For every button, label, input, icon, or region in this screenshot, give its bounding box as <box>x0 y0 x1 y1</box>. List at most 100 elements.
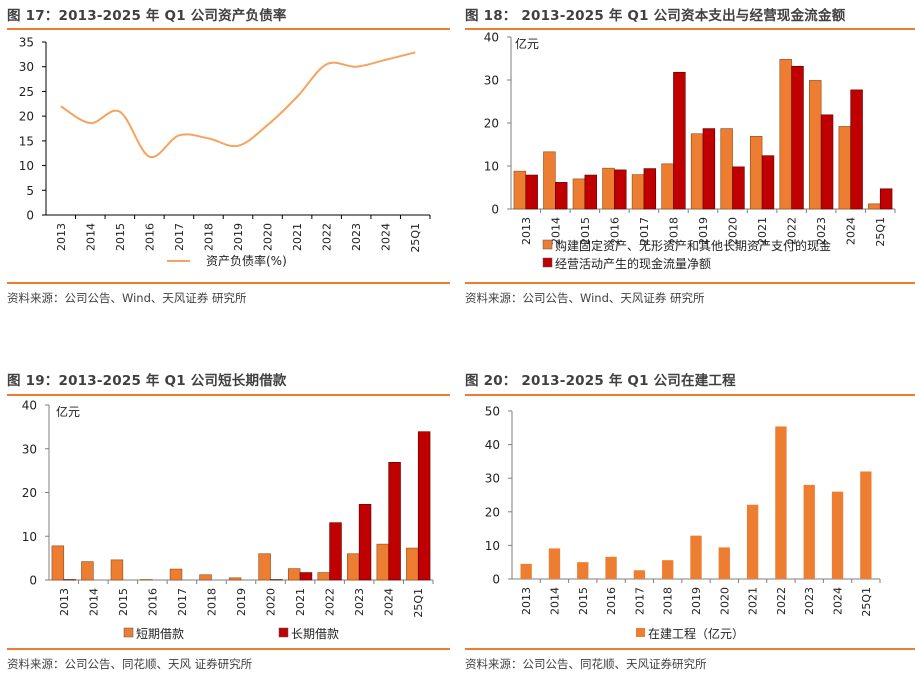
x-tick-label: 2018 <box>205 588 218 616</box>
bar-orange-2024 <box>838 126 851 210</box>
x-tick-label: 2017 <box>638 217 651 245</box>
x-tick-label: 2013 <box>55 223 68 251</box>
bar-orange-2013 <box>51 545 65 581</box>
bar-red-2021 <box>299 572 313 581</box>
x-tick-label: 2018 <box>202 223 215 251</box>
bar-orange-2023 <box>809 80 822 210</box>
y-tick-label: 40 <box>22 399 37 413</box>
bar-orange-2014 <box>548 548 561 579</box>
x-tick-label: 2017 <box>176 588 189 616</box>
x-tick-label: 2016 <box>146 588 159 616</box>
x-tick-label: 2020 <box>718 587 731 615</box>
x-tick-label: 2018 <box>667 217 680 245</box>
y-tick-label: 10 <box>22 530 37 544</box>
y-tick-label: 20 <box>22 486 37 500</box>
y-tick-label: 20 <box>484 117 499 131</box>
x-tick-label: 2023 <box>353 588 366 616</box>
y-tick-label: 50 <box>485 405 500 419</box>
x-tick-label: 2024 <box>380 223 393 251</box>
x-tick-label: 2014 <box>548 587 561 615</box>
bar-orange-2018 <box>662 560 674 579</box>
legend-label: 经营活动产生的现金流量净额 <box>555 256 711 271</box>
bar-orange-2019 <box>690 133 704 210</box>
unit-label: 亿元 <box>56 404 80 419</box>
construction-in-progress-bar-chart: 0 10 20 30 40 50 2013 2014 2015 2016 2017 2018 2019 2… <box>485 405 881 641</box>
bar-orange-2017 <box>169 568 183 581</box>
x-tick-label: 2021 <box>291 223 304 251</box>
x-tick-label: 2016 <box>608 217 621 245</box>
legend-label: 资产负债率(%) <box>206 253 287 268</box>
x-tick-label: 25Q1 <box>860 587 873 617</box>
bar-red-2013 <box>525 174 538 210</box>
x-tick-label: 2023 <box>815 217 828 245</box>
x-tick-label: 2022 <box>321 223 334 251</box>
x-tick-label: 2024 <box>832 587 845 615</box>
y-tick-label: 30 <box>19 60 34 74</box>
x-tick-label: 2020 <box>262 223 275 251</box>
bar-orange-2016 <box>605 556 617 579</box>
title-rule <box>465 394 915 396</box>
x-tick-label: 2024 <box>383 588 396 616</box>
y-tick-label: 35 <box>19 36 34 50</box>
figure-18-source: 资料来源：公司公告、Wind、天风证券 研究所 <box>465 291 705 305</box>
x-tick-label: 2017 <box>633 587 646 615</box>
figure-20-title: 图 20： 2013-2025 年 Q1 公司在建工程 <box>465 373 736 389</box>
x-tick-label: 2020 <box>727 217 740 245</box>
figure-17-title: 图 17：2013-2025 年 Q1 公司资产负债率 <box>7 8 287 24</box>
legend-label: 短期借款 <box>136 627 184 641</box>
x-tick-label: 25Q1 <box>412 588 425 618</box>
bar-orange-2023 <box>803 484 815 579</box>
source-rule <box>465 648 915 650</box>
x-tick-label: 25Q1 <box>409 223 422 253</box>
bar-red-2018 <box>673 71 686 210</box>
bar-red-2023 <box>820 114 834 210</box>
bar-orange-2015 <box>577 562 589 579</box>
y-tick-label: 0 <box>29 574 37 588</box>
bar-orange-25Q1 <box>868 203 881 210</box>
bar-orange-2015 <box>572 178 586 210</box>
y-tick-label: 10 <box>19 159 34 173</box>
legend-label: 购建固定资产、无形资产和其他长期资产支付的现金 <box>555 238 831 253</box>
x-tick-label: 2022 <box>324 588 337 616</box>
bar-orange-25Q1 <box>406 547 419 581</box>
bar-orange-2013 <box>513 170 527 210</box>
bar-red-2022 <box>791 65 804 210</box>
bar-orange-2013 <box>520 563 532 579</box>
x-tick-label: 2023 <box>350 223 363 251</box>
x-tick-label: 2023 <box>803 587 816 615</box>
x-tick-label: 2016 <box>143 223 156 251</box>
bar-red-2017 <box>643 168 657 210</box>
bar-orange-2020 <box>258 553 271 581</box>
bar-red-25Q1 <box>417 431 431 581</box>
bar-orange-2014 <box>81 561 94 581</box>
x-tick-label: 2021 <box>756 217 769 245</box>
x-tick-label: 2014 <box>84 223 97 251</box>
bar-orange-2021 <box>749 136 763 210</box>
y-tick-label: 40 <box>484 31 499 45</box>
series-line-debt-ratio <box>60 51 416 159</box>
x-tick-label: 2015 <box>114 223 127 251</box>
bar-orange-2020 <box>720 128 733 210</box>
legend-swatch <box>123 627 134 638</box>
bar-red-2020 <box>732 166 745 210</box>
legend-swatch <box>278 627 289 638</box>
x-tick-label: 2015 <box>577 587 590 615</box>
bar-orange-25Q1 <box>860 471 872 579</box>
y-tick-label: 5 <box>26 184 34 198</box>
bar-orange-2019 <box>228 577 242 581</box>
x-tick-label: 2019 <box>697 217 710 245</box>
x-tick-label: 25Q1 <box>874 217 887 247</box>
figure-19-panel: 图 19：2013-2025 年 Q1 公司短长期借款 0 10 20 30 40 201… <box>0 365 450 675</box>
x-tick-label: 2015 <box>117 588 130 616</box>
y-tick-label: 0 <box>492 573 500 587</box>
x-tick-label: 2022 <box>786 217 799 245</box>
figure-20-source: 资料来源：公司公告、同花顺、天风证券研究所 <box>465 657 707 671</box>
bar-orange-2022 <box>317 572 330 581</box>
y-tick-label: 0 <box>26 209 34 223</box>
x-tick-label: 2019 <box>232 223 245 251</box>
source-rule <box>7 282 450 284</box>
x-tick-label: 2024 <box>845 217 858 245</box>
x-tick-label: 2021 <box>747 587 760 615</box>
y-tick-label: 15 <box>19 134 34 148</box>
x-tick-label: 2016 <box>605 587 618 615</box>
